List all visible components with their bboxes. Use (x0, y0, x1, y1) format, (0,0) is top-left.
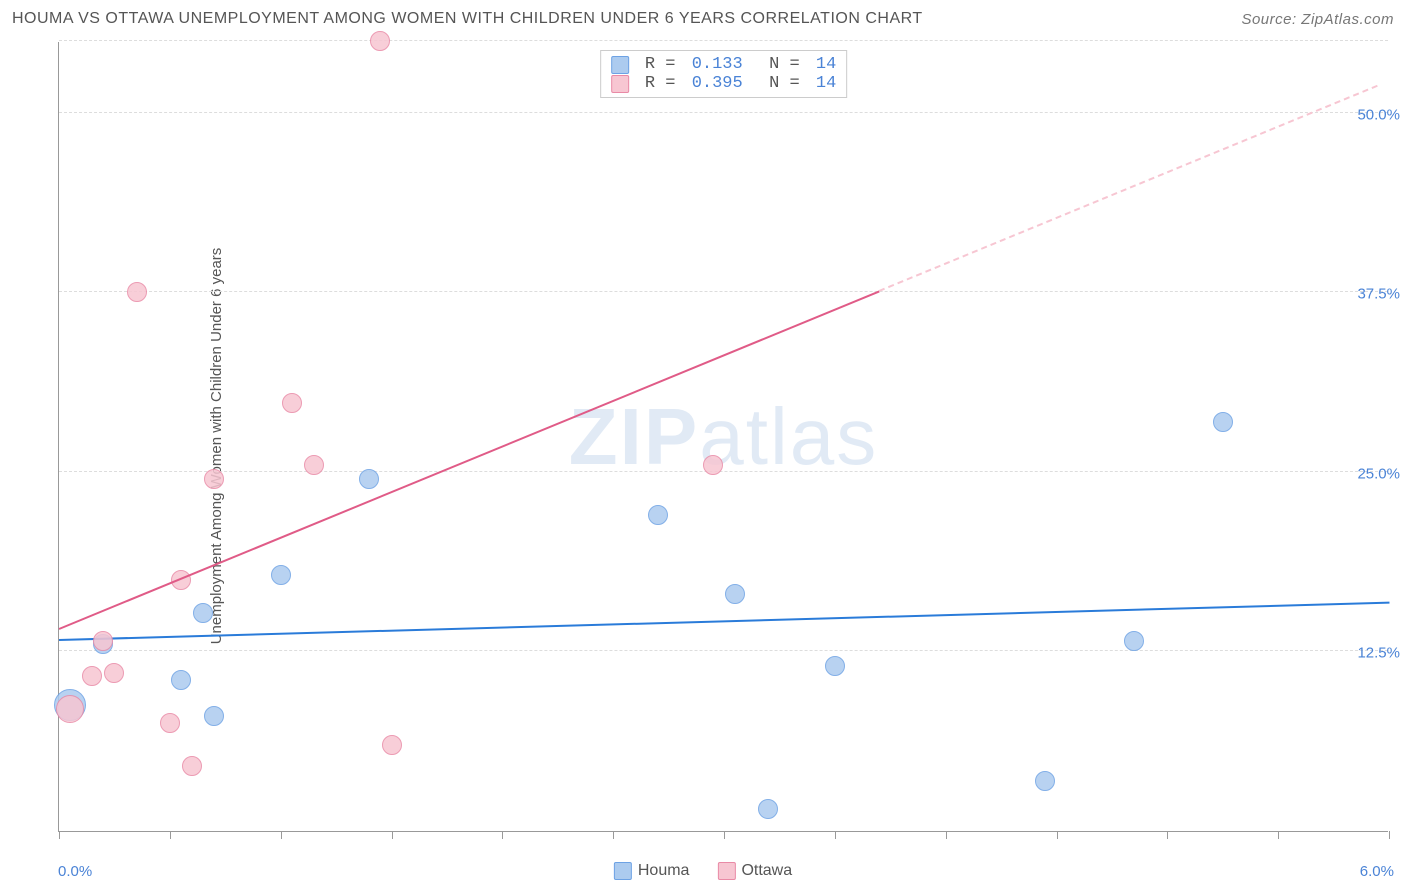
legend-swatch (717, 862, 735, 880)
legend-item-houma: Houma (614, 862, 690, 880)
data-point-houma (825, 656, 845, 676)
legend-swatch (614, 862, 632, 880)
x-tick (502, 831, 503, 839)
y-tick-label: 25.0% (1357, 465, 1400, 482)
data-point-ottawa (370, 31, 390, 51)
series-legend: Houma Ottawa (614, 862, 792, 880)
data-point-ottawa (160, 713, 180, 733)
x-tick (1278, 831, 1279, 839)
x-tick (835, 831, 836, 839)
data-point-houma (204, 706, 224, 726)
data-point-houma (1213, 412, 1233, 432)
gridline (59, 40, 1388, 41)
data-point-ottawa (282, 393, 302, 413)
legend-row: R = 0.133 N = 14 (611, 55, 837, 74)
x-tick-label: 0.0% (58, 863, 92, 880)
watermark: ZIPatlas (569, 391, 878, 483)
gridline (59, 291, 1388, 292)
data-point-ottawa (56, 695, 84, 723)
data-point-ottawa (127, 282, 147, 302)
y-tick-label: 12.5% (1357, 645, 1400, 662)
gridline (59, 112, 1388, 113)
data-point-houma (1035, 771, 1055, 791)
trendline-houma (59, 602, 1389, 641)
gridline (59, 471, 1388, 472)
data-point-ottawa (204, 469, 224, 489)
data-point-houma (171, 670, 191, 690)
data-point-houma (359, 469, 379, 489)
x-tick-label: 6.0% (1360, 863, 1394, 880)
data-point-ottawa (382, 735, 402, 755)
data-point-ottawa (703, 455, 723, 475)
y-tick-label: 50.0% (1357, 106, 1400, 123)
legend-swatch (611, 75, 629, 93)
x-tick (724, 831, 725, 839)
data-point-ottawa (104, 663, 124, 683)
x-tick (170, 831, 171, 839)
r-n-legend: R = 0.133 N = 14 R = 0.395 N = 14 (600, 50, 848, 98)
data-point-houma (193, 603, 213, 623)
y-tick-label: 37.5% (1357, 286, 1400, 303)
chart-title: HOUMA VS OTTAWA UNEMPLOYMENT AMONG WOMEN… (12, 10, 923, 28)
legend-row: R = 0.395 N = 14 (611, 74, 837, 93)
x-tick (613, 831, 614, 839)
data-point-ottawa (182, 756, 202, 776)
source-label: Source: ZipAtlas.com (1241, 11, 1394, 28)
x-tick (59, 831, 60, 839)
data-point-ottawa (304, 455, 324, 475)
x-tick (281, 831, 282, 839)
x-tick (1389, 831, 1390, 839)
legend-label: Houma (638, 862, 690, 880)
data-point-houma (271, 565, 291, 585)
gridline (59, 650, 1388, 651)
data-point-houma (1124, 631, 1144, 651)
legend-item-ottawa: Ottawa (717, 862, 792, 880)
x-tick (1057, 831, 1058, 839)
trendline-ottawa (59, 290, 880, 629)
legend-swatch (611, 56, 629, 74)
x-tick (392, 831, 393, 839)
data-point-ottawa (93, 631, 113, 651)
x-tick (946, 831, 947, 839)
data-point-houma (758, 799, 778, 819)
trendline-ottawa-ext (879, 85, 1378, 292)
x-tick (1167, 831, 1168, 839)
data-point-houma (648, 505, 668, 525)
legend-label: Ottawa (741, 862, 792, 880)
chart-plot-area: ZIPatlas R = 0.133 N = 14 R = 0.395 N = … (58, 42, 1388, 832)
data-point-ottawa (82, 666, 102, 686)
data-point-houma (725, 584, 745, 604)
